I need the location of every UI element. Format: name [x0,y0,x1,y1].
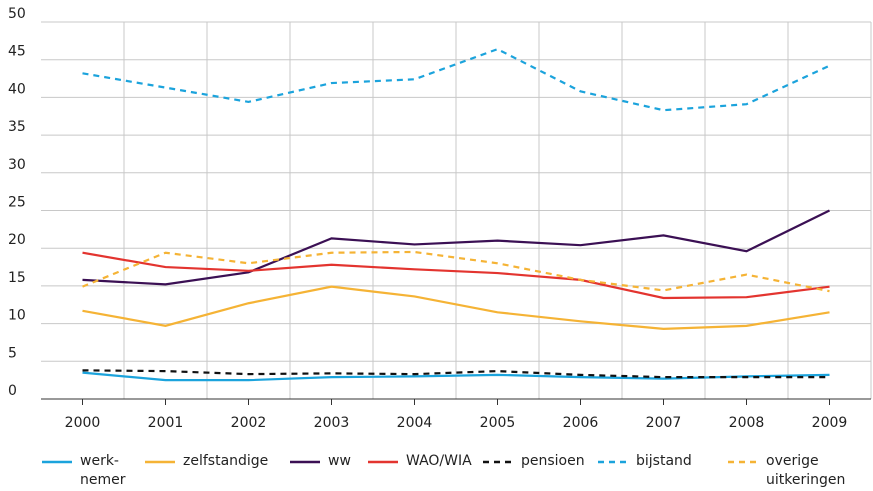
y-tick-label: 25 [8,195,26,211]
series-line [82,251,830,300]
y-tick-label: 0 [8,383,17,399]
y-tick-label: 5 [8,345,17,361]
x-tick-label: 2008 [729,415,765,431]
y-tick-label: 15 [8,270,26,286]
legend-item: pensioen [483,452,585,471]
y-tick-label: 10 [8,308,26,324]
legend-item: ww [290,452,351,471]
legend-swatch [483,460,513,464]
legend-label: overige uitkeringen [766,453,846,488]
legend-item: WAO/WIA [368,452,472,471]
legend-swatch [728,460,758,464]
legend-label: zelfstandige [183,453,269,469]
x-tick-label: 2000 [65,415,101,431]
legend-item: werk- nemer [42,452,126,490]
x-tick-label: 2009 [812,415,848,431]
legend-swatch [368,460,398,464]
legend-item: bijstand [598,452,692,471]
legend-item: overige uitkeringen [728,452,845,490]
legend-swatch [42,460,72,464]
y-tick-label: 20 [8,232,26,248]
legend-swatch [290,460,320,464]
series-line [82,285,830,330]
y-tick-label: 30 [8,157,26,173]
legend-label: werk- nemer [80,453,126,488]
series-line [82,209,830,286]
y-tick-label: 45 [8,44,26,60]
series-line [82,371,830,382]
x-tick-label: 2004 [397,415,433,431]
legend-label: ww [328,453,351,469]
x-tick-label: 2005 [480,415,516,431]
legend-label: bijstand [636,453,692,469]
x-tick-label: 2002 [231,415,267,431]
legend-swatch [598,460,628,464]
legend-label: pensioen [521,453,585,469]
x-tick-label: 2001 [148,415,184,431]
x-tick-label: 2006 [563,415,599,431]
legend-item: zelfstandige [145,452,268,471]
series-line [82,47,830,112]
x-tick-label: 2003 [314,415,350,431]
y-tick-label: 35 [8,119,26,135]
y-tick-label: 50 [8,6,26,22]
legend-swatch [145,460,175,464]
legend-label: WAO/WIA [406,453,472,469]
plot: 0 5 10 15 20 25 30 35 40 45 50 2000 2001 2002 2003 2004… [8,6,872,431]
x-tick-label: 2007 [646,415,682,431]
series-line [82,369,830,379]
y-tick-label: 40 [8,81,26,97]
